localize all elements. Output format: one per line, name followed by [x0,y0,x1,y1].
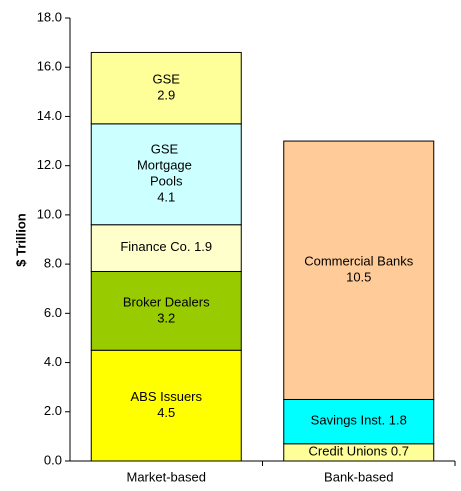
segment-value: 4.5 [157,405,175,420]
y-tick-label: 10.0 [37,206,62,221]
segment-label: Credit Unions 0.7 [309,444,409,459]
segment-value: 1.8 [389,413,407,428]
y-tick-label: 16.0 [37,59,62,74]
segment-name: Savings Inst. [311,413,385,428]
y-tick-label: 6.0 [44,305,62,320]
x-tick-label: Market-based [127,469,206,484]
segment-value: 10.5 [346,270,371,285]
x-tick-label: Bank-based [324,469,393,484]
segment-name: ABS Issuers [130,389,202,404]
bar-segment [90,270,242,351]
segment-name: Finance Co. [120,240,190,255]
bar-segment [90,51,242,125]
segment-value: 1.9 [194,240,212,255]
segment-value: 3.2 [157,310,175,325]
segment-label: Savings Inst. 1.8 [311,413,407,428]
bar-segment [90,224,242,272]
bar-segment [283,398,435,445]
segment-value: 0.7 [391,444,409,459]
segment-name: GSE [153,72,181,87]
y-tick-label: 12.0 [37,157,62,172]
segment-name: Broker Dealers [123,294,210,309]
y-tick-label: 0.0 [44,452,62,467]
y-tick-label: 2.0 [44,403,62,418]
bar-segment [90,349,242,462]
y-tick-label: 4.0 [44,354,62,369]
y-tick-label: 14.0 [37,108,62,123]
y-tick-label: 18.0 [37,9,62,24]
segment-name: Credit Unions [309,444,388,459]
y-tick-label: 8.0 [44,256,62,271]
bar-segment [283,140,435,400]
segment-value: 2.9 [157,88,175,103]
segment-name: Commercial Banks [304,254,414,269]
bar-segment [90,123,242,226]
y-axis-label: $ Trillion [13,213,28,267]
segment-name: GSE Mortgage Pools [137,142,196,189]
segment-value: 4.1 [157,190,175,205]
segment-label: Finance Co. 1.9 [120,240,212,255]
